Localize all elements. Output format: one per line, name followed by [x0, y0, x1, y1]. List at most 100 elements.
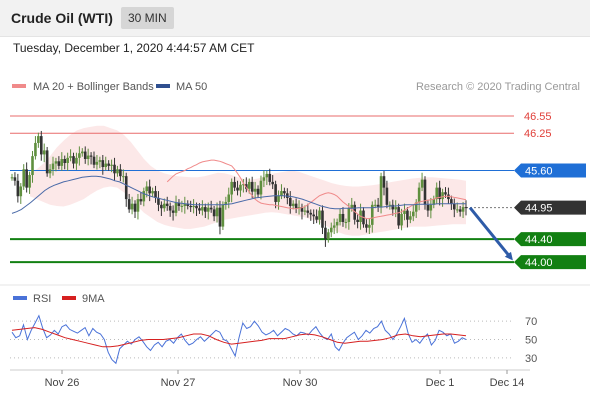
candle-body [180, 205, 184, 207]
candle-body [450, 199, 453, 204]
candle-body [113, 164, 116, 174]
candle-body [300, 207, 304, 212]
candle-body [303, 210, 307, 212]
candle-body [66, 157, 69, 164]
candle-body [306, 210, 310, 213]
candle-body [69, 156, 72, 158]
candle-body [423, 179, 427, 205]
candle-body [259, 180, 263, 195]
candle-body [230, 181, 233, 195]
candle-body [39, 136, 43, 155]
candle-body [122, 176, 125, 178]
rsi-panel: 70 50 30 [10, 314, 537, 365]
candle-body [54, 161, 58, 164]
forecast-arrow [468, 206, 513, 261]
candle-body [174, 202, 178, 213]
candle-body [198, 208, 201, 211]
ma9-legend-label: 9MA [82, 293, 105, 305]
candle-body [365, 224, 368, 228]
candle-body [242, 184, 245, 186]
level-44-95-label: 44.95 [525, 203, 553, 215]
candle-body [124, 176, 128, 200]
candle-body [19, 186, 23, 197]
rsi-legend-swatch [13, 296, 27, 300]
candle-body [447, 194, 450, 200]
level-44-40-tag [514, 232, 586, 247]
candle-body [452, 203, 456, 210]
candle-body [101, 160, 105, 168]
timeframe-button[interactable]: 30 MIN [121, 7, 174, 29]
candle-body [350, 204, 354, 209]
candle-body [107, 163, 110, 166]
rsi-line [11, 314, 467, 365]
candle-body [189, 205, 192, 208]
candle-body [83, 151, 87, 159]
rsi-legend-label: RSI [33, 293, 51, 305]
candle-body [435, 187, 439, 200]
x-tick-label: Dec 1 [426, 377, 455, 389]
candle-body [171, 210, 175, 213]
candle-body [183, 203, 187, 206]
candle-body [63, 159, 67, 164]
level-44-40-label: 44.40 [525, 234, 553, 246]
candle-body [209, 207, 213, 210]
rsi-tick-label: 30 [525, 353, 537, 365]
ma20-legend-swatch [12, 84, 26, 88]
candle-body [75, 157, 78, 164]
candle-body [368, 224, 371, 228]
instrument-title: Crude Oil (WTI) [11, 10, 113, 26]
candle-body [283, 191, 286, 194]
candle-body [429, 204, 433, 211]
rsi-legend: RSI 9MA [13, 293, 105, 305]
candle-body [145, 186, 149, 192]
candle-body [13, 177, 17, 181]
candle-body [385, 187, 389, 205]
candle-body [379, 176, 383, 208]
candle-body [397, 207, 400, 226]
candle-body [86, 155, 90, 159]
candle-body [265, 173, 269, 178]
price-legend: MA 20 + Bollinger Bands MA 50 Research ©… [12, 81, 580, 93]
x-axis: Nov 26 Nov 27 Nov 30 Dec 1 Dec 14 [10, 369, 530, 389]
candle-body [464, 207, 468, 209]
candle-body [329, 227, 333, 233]
rsi-tick-label: 70 [525, 316, 537, 328]
candle-body [268, 173, 272, 182]
level-45-60-label: 45.60 [525, 165, 553, 177]
timestamp: Tuesday, December 1, 2020 4:44:57 AM CET [13, 41, 255, 55]
candle-body [133, 203, 137, 212]
candle-body [458, 209, 462, 212]
candle-body [409, 216, 412, 220]
candle-body [204, 207, 207, 212]
candle-body [239, 184, 242, 191]
candle-body [411, 211, 415, 217]
level-44-95-tag [514, 200, 586, 215]
candle-body [116, 169, 119, 174]
candle-body [148, 186, 151, 194]
candle-body [245, 184, 248, 189]
candle-body [271, 181, 274, 185]
candle-body [221, 204, 225, 227]
candle-body [48, 169, 52, 174]
candle-body [34, 142, 37, 157]
candle-body [444, 192, 447, 195]
candle-body [186, 203, 190, 206]
candle-body [420, 179, 424, 188]
price-panel: 46.55 46.25 45.60 44.95 44.40 44.00 [10, 111, 586, 270]
candle-body [72, 156, 75, 164]
level-44-00-label: 44.00 [525, 257, 553, 269]
candle-body [297, 207, 301, 209]
candle-body [288, 197, 292, 206]
level-45-60-tag [514, 163, 586, 178]
candle-body [324, 227, 327, 240]
candle-body [110, 164, 113, 166]
candle-body [165, 203, 169, 206]
x-tick-label: Nov 27 [161, 377, 196, 389]
candle-body [461, 207, 465, 212]
candle-body [432, 199, 436, 205]
candle-body [192, 205, 195, 208]
candle-body [37, 136, 40, 143]
candle-body [31, 156, 34, 176]
candle-body [394, 207, 398, 210]
